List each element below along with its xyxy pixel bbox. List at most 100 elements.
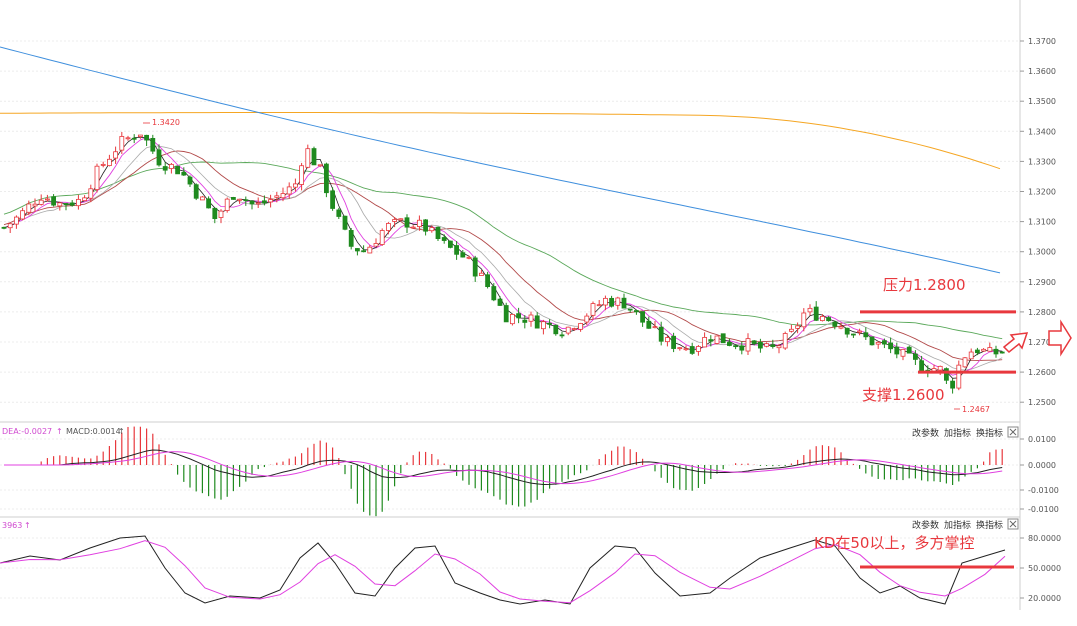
macd-dif-line xyxy=(4,449,1003,486)
candle xyxy=(162,162,168,175)
right-arrow-icon xyxy=(1048,319,1072,357)
candle xyxy=(863,327,869,341)
kd-add-indicator-button[interactable]: 加指标 xyxy=(944,519,971,531)
candle xyxy=(361,245,367,253)
candle xyxy=(32,198,38,212)
macd-grid xyxy=(0,438,1020,510)
candle xyxy=(485,271,491,289)
candle xyxy=(435,226,441,241)
candle xyxy=(57,201,63,211)
candle xyxy=(776,343,782,354)
kd-arrow: ↑ xyxy=(24,521,31,530)
candle xyxy=(460,250,466,258)
candle xyxy=(826,316,831,322)
candle xyxy=(503,302,509,323)
candle xyxy=(553,324,559,336)
candle xyxy=(63,203,69,211)
candle xyxy=(999,351,1005,354)
candle xyxy=(243,196,249,206)
candle xyxy=(45,194,50,202)
candle xyxy=(261,195,267,206)
macd-add-indicator-button[interactable]: 加指标 xyxy=(944,427,971,439)
price-tick-label: 1.3600 xyxy=(1028,67,1056,76)
candle xyxy=(627,308,633,313)
candle xyxy=(621,293,627,309)
candle xyxy=(993,345,999,358)
macd-change-params-button[interactable]: 改参数 xyxy=(912,427,939,439)
candle xyxy=(509,313,515,326)
candle xyxy=(981,348,986,352)
candle xyxy=(491,283,497,302)
dea-arrow: ↑ xyxy=(56,427,63,436)
candle xyxy=(677,347,683,351)
candle xyxy=(131,134,137,144)
candle xyxy=(299,162,305,191)
kd-switch-indicator-button[interactable]: 换指标 xyxy=(976,519,1003,531)
candle xyxy=(609,295,614,308)
candle xyxy=(392,217,398,228)
candle xyxy=(547,319,552,329)
candle xyxy=(944,367,949,385)
candle xyxy=(906,345,912,354)
candle xyxy=(199,195,205,201)
kd-change-params-button[interactable]: 改参数 xyxy=(912,519,939,531)
candle xyxy=(187,175,193,187)
candle xyxy=(416,215,422,231)
d-line xyxy=(0,540,1006,604)
candle xyxy=(596,299,602,307)
candle xyxy=(956,360,962,391)
candle xyxy=(950,378,955,394)
candle xyxy=(683,345,689,351)
candle xyxy=(255,197,261,208)
candle xyxy=(342,215,348,231)
candle xyxy=(652,321,658,329)
candle xyxy=(373,238,379,247)
low-point-label: 1.2467 xyxy=(962,405,990,414)
candle xyxy=(410,225,416,229)
candle xyxy=(559,331,565,339)
candle xyxy=(894,342,900,359)
candle xyxy=(311,146,317,166)
price-tick-label: 1.3300 xyxy=(1028,157,1056,166)
candle xyxy=(26,200,32,216)
candle xyxy=(720,333,726,344)
candle xyxy=(578,322,583,332)
candle xyxy=(913,350,918,365)
candle xyxy=(76,194,81,210)
price-tick-label: 1.2600 xyxy=(1028,368,1056,377)
candle xyxy=(168,162,174,174)
candle xyxy=(541,319,546,335)
candle xyxy=(584,313,590,326)
candle xyxy=(472,255,478,282)
candle xyxy=(113,146,118,164)
kd-close-icon[interactable] xyxy=(1007,518,1019,530)
candle xyxy=(193,183,199,201)
candle xyxy=(212,207,218,224)
price-tick-label: 1.3200 xyxy=(1028,188,1056,197)
candle xyxy=(466,255,472,260)
candle xyxy=(156,144,162,167)
candle xyxy=(206,196,212,209)
candle xyxy=(150,134,156,154)
candle xyxy=(423,219,429,236)
candle xyxy=(516,307,521,324)
support-resistance-lines xyxy=(860,310,1016,374)
candle xyxy=(522,315,528,329)
macd-switch-indicator-button[interactable]: 换指标 xyxy=(976,427,1003,439)
candle xyxy=(367,244,373,254)
price-tick-label: 1.3100 xyxy=(1028,218,1056,227)
candle xyxy=(801,308,807,332)
candle xyxy=(218,209,224,224)
macd-close-icon[interactable] xyxy=(1007,426,1019,438)
candle xyxy=(888,337,893,354)
candle xyxy=(385,222,391,235)
candle xyxy=(751,340,757,346)
candle xyxy=(379,228,385,246)
price-grid xyxy=(0,40,1020,403)
candle xyxy=(82,195,87,202)
price-tick-label: 1.3500 xyxy=(1028,97,1056,106)
candle xyxy=(789,324,794,333)
candle xyxy=(144,134,150,147)
candle xyxy=(181,167,187,176)
macd-tick-label: -0.0100 xyxy=(1028,505,1059,514)
